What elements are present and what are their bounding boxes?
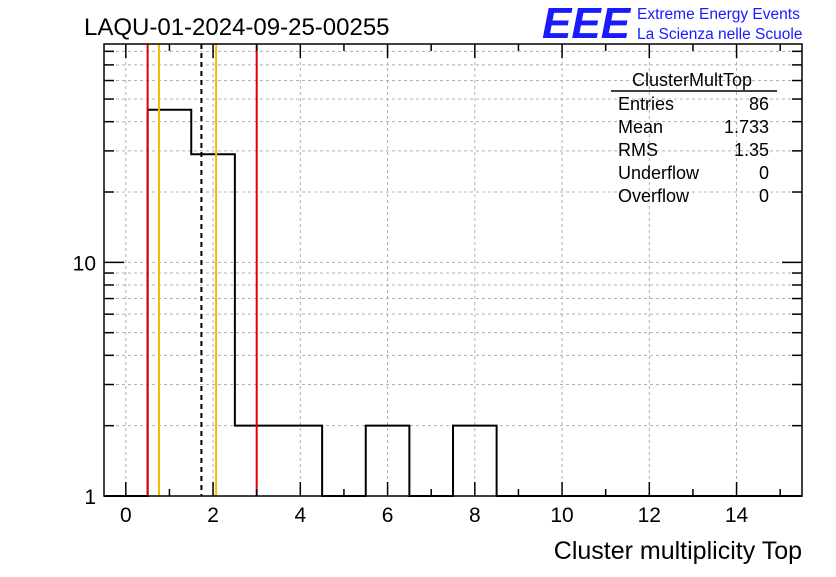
marker-lines xyxy=(146,44,258,496)
stats-row-value: 86 xyxy=(749,94,769,114)
x-tick-label: 10 xyxy=(550,504,573,527)
stats-row-value: 0 xyxy=(759,186,769,206)
stats-row-label: Underflow xyxy=(618,163,700,183)
stats-row-label: Mean xyxy=(618,117,663,137)
stats-box: ClusterMultTop Entries 86 Mean 1.733 RMS 1.35… xyxy=(611,70,777,206)
stats-row-label: RMS xyxy=(618,140,658,160)
axis-ticks xyxy=(104,44,802,497)
x-axis-title: Cluster multiplicity Top xyxy=(554,537,802,565)
eee-logo-text: EEE xyxy=(542,0,632,48)
stats-row-value: 1.733 xyxy=(724,117,769,137)
x-tick-label: 8 xyxy=(469,504,481,527)
x-tick-label: 6 xyxy=(382,504,394,527)
stats-row-value: 0 xyxy=(759,163,769,183)
eee-logo-line1: Extreme Energy Events xyxy=(637,6,800,23)
run-title: LAQU-01-2024-09-25-00255 xyxy=(84,14,390,41)
stats-row-label: Overflow xyxy=(618,186,690,206)
x-tick-labels: 0 2 4 6 8 10 12 14 xyxy=(120,504,749,527)
x-tick-label: 4 xyxy=(294,504,306,527)
y-tick-labels: 1 10 xyxy=(73,252,96,509)
y-tick-label: 10 xyxy=(73,252,96,275)
x-tick-label: 0 xyxy=(120,504,132,527)
y-tick-label: 1 xyxy=(84,486,96,509)
stats-row-value: 1.35 xyxy=(734,140,769,160)
x-tick-label: 12 xyxy=(638,504,661,527)
stats-rows: Entries 86 Mean 1.733 RMS 1.35 Underflow 0 Overf… xyxy=(618,94,769,206)
eee-logo: EEE Extreme Energy Events La Scienza nel… xyxy=(542,0,802,48)
stats-title: ClusterMultTop xyxy=(632,70,752,90)
x-tick-label: 2 xyxy=(207,504,219,527)
plot-frame xyxy=(103,43,803,497)
x-tick-label: 14 xyxy=(725,504,749,527)
eee-logo-line2: La Scienza nelle Scuole xyxy=(637,26,802,43)
stats-row-label: Entries xyxy=(618,94,674,114)
